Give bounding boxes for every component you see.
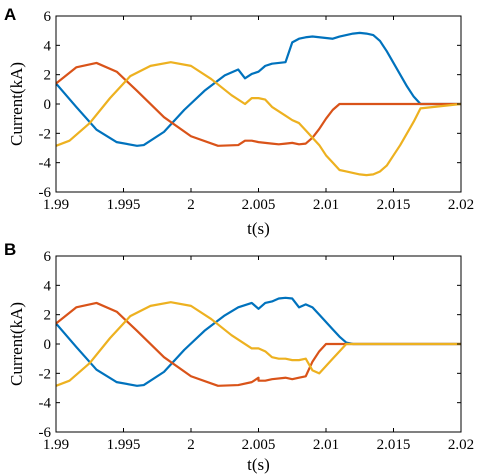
series-line-2: [56, 301, 461, 387]
x-tick-label: 2.01: [313, 437, 339, 453]
x-tick-label: 1.99: [43, 197, 69, 213]
y-tick-label: -6: [39, 185, 52, 201]
y-tick-label: 4: [44, 278, 52, 294]
series-group: [56, 296, 461, 387]
y-tick-label: -2: [39, 366, 52, 382]
panel-letter: B: [4, 240, 16, 259]
panel-letter: A: [4, 5, 16, 24]
y-tick-label: 4: [44, 38, 52, 54]
series-line-1: [56, 31, 461, 147]
x-tick-label: 2.015: [377, 437, 411, 453]
series-line-2: [56, 61, 461, 147]
y-tick-label: -4: [39, 396, 52, 412]
y-tick-label: -6: [39, 425, 52, 441]
x-tick-label: 2.01: [313, 197, 339, 213]
x-tick-label: 2.02: [448, 197, 474, 213]
series-line-1: [56, 296, 461, 387]
x-tick-label: 1.99: [43, 437, 69, 453]
x-tick-label: 1.995: [107, 437, 141, 453]
y-tick-label: -2: [39, 126, 52, 142]
x-tick-label: 2.005: [242, 437, 276, 453]
x-tick-label: 2.005: [242, 197, 276, 213]
series-line-3: [56, 61, 461, 177]
y-tick-label: 6: [44, 249, 52, 265]
x-tick-label: 2.02: [448, 437, 474, 453]
y-tick-label: 6: [44, 9, 52, 25]
y-tick-label: 2: [44, 68, 52, 84]
x-tick-label: 1.995: [107, 197, 141, 213]
chart-panel-b: B 1.99 1.995 2 2.005 2.01 2.015 2.02 -6 -4 -2 0 2 4 6 t…: [4, 240, 474, 474]
y-tick-label: 0: [44, 97, 52, 113]
x-tick-label: 2: [187, 437, 195, 453]
y-axis-title: Current(kA): [7, 302, 26, 386]
y-tick-label: 0: [44, 337, 52, 353]
x-tick-label: 2.015: [377, 197, 411, 213]
x-axis-title: t(s): [247, 219, 270, 238]
y-tick-label: 2: [44, 308, 52, 324]
y-tick-label: -4: [39, 156, 52, 172]
series-group: [56, 31, 461, 177]
chart-panel-a: A 1.99 1.995 2 2.005 2.01 2.015 2.02 -6 -4 -2 0 2 4 6 t…: [4, 5, 474, 238]
y-axis-title: Current(kA): [7, 62, 26, 146]
series-line-3: [56, 301, 461, 387]
x-axis-title: t(s): [247, 455, 270, 474]
x-tick-label: 2: [187, 197, 195, 213]
